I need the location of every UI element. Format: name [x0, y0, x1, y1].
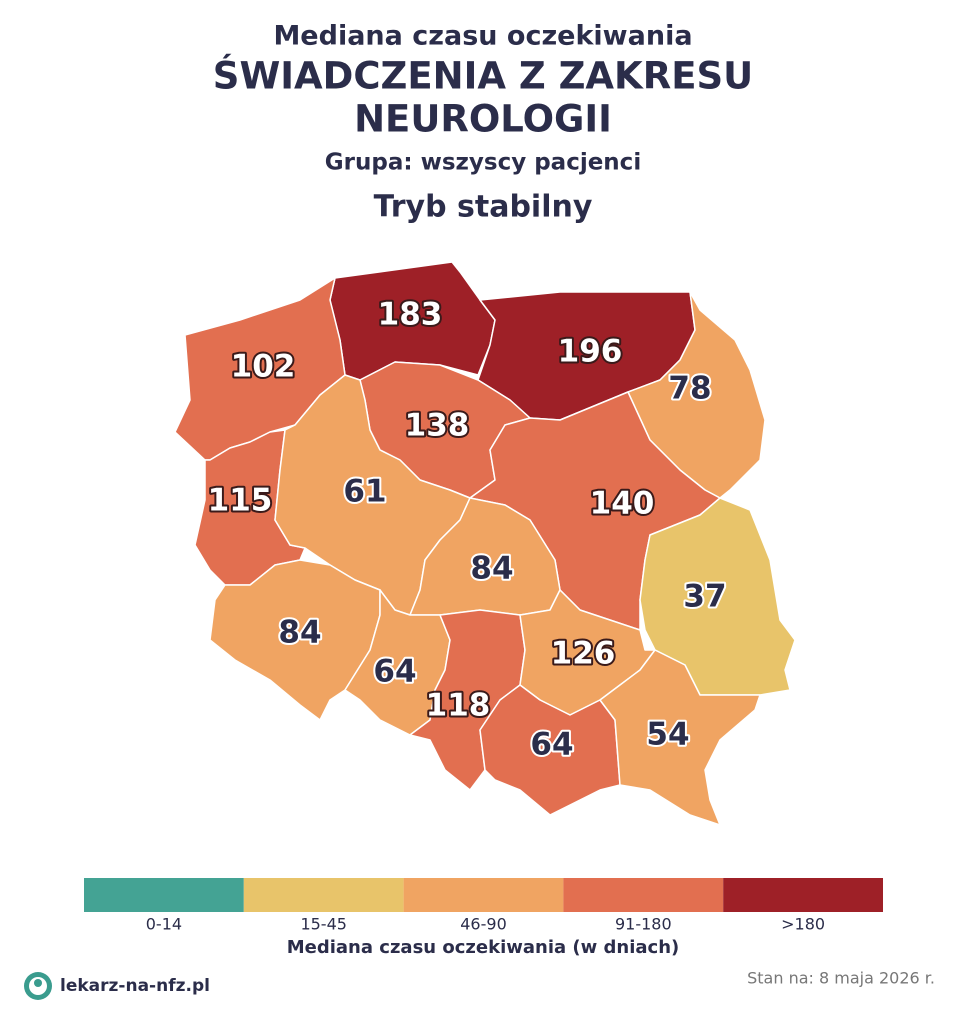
- region-value: 64: [373, 654, 416, 690]
- date: Stan na: 8 maja 2026 r.: [747, 969, 935, 988]
- legend-label: 46-90: [460, 915, 507, 934]
- legend: 0-14 15-45 46-90 91-180 >180: [84, 878, 883, 934]
- legend-label: 15-45: [300, 915, 347, 934]
- region-value: 183: [378, 297, 443, 333]
- title-main: NEUROLOGII: [354, 98, 612, 141]
- region-value: 126: [551, 636, 616, 672]
- legend-swatch: [403, 878, 564, 912]
- region-value: 64: [530, 727, 573, 763]
- region-value: 140: [590, 486, 655, 522]
- brand: lekarz-na-nfz.pl: [60, 976, 210, 996]
- region: [599, 649, 761, 826]
- title-line: Mediana czasu oczekiwania: [273, 21, 692, 52]
- region-value: 115: [208, 483, 273, 519]
- region-value: 102: [231, 349, 296, 385]
- region-value: 54: [646, 717, 689, 753]
- legend-swatch: [723, 878, 883, 912]
- legend-swatch: [84, 878, 244, 912]
- logo: [24, 972, 52, 1000]
- legend-label: 91-180: [615, 915, 672, 934]
- title-main: ŚWIADCZENIA Z ZAKRESU: [213, 54, 753, 98]
- region-value: 37: [683, 579, 726, 615]
- region-value: 84: [470, 551, 513, 587]
- legend-title: Mediana czasu oczekiwania (w dniach): [287, 937, 680, 958]
- mode: Tryb stabilny: [374, 190, 593, 225]
- legend-swatch: [563, 878, 724, 912]
- region-value: 84: [278, 615, 321, 651]
- region-value: 138: [405, 408, 470, 444]
- legend-label: 0-14: [146, 915, 182, 934]
- region-value: 78: [668, 371, 711, 407]
- map: 183 196 78 102 138 115 61 140 84 37 84 64 118 64 126 54: [174, 261, 796, 826]
- subtitle: Grupa: wszyscy pacjenci: [325, 150, 641, 176]
- region-value: 196: [558, 334, 623, 370]
- region-value: 118: [426, 688, 491, 724]
- legend-label: >180: [781, 915, 825, 934]
- legend-swatch: [243, 878, 404, 912]
- region-value: 61: [343, 474, 386, 510]
